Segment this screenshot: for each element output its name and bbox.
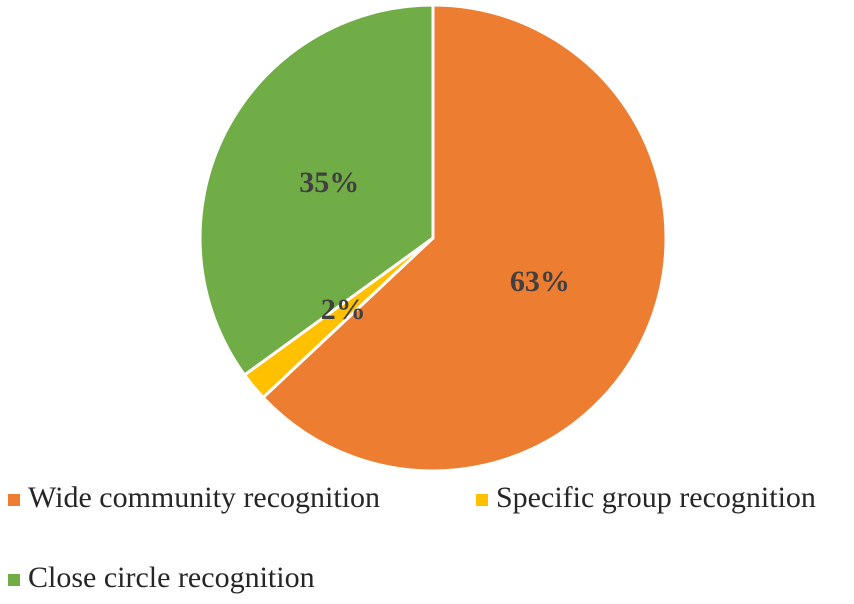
pie-slice xyxy=(198,3,435,378)
legend-label: Specific group recognition xyxy=(496,481,816,514)
data-label: 35% xyxy=(299,166,359,199)
legend-marker xyxy=(8,574,20,586)
data-label: 2% xyxy=(321,293,366,326)
legend-label: Wide community recognition xyxy=(28,481,380,514)
pie-slice xyxy=(261,3,668,473)
legend-label: Close circle recognition xyxy=(28,561,315,594)
data-label: 63% xyxy=(510,265,570,298)
legend-marker xyxy=(8,494,20,506)
legend-marker xyxy=(476,494,488,506)
